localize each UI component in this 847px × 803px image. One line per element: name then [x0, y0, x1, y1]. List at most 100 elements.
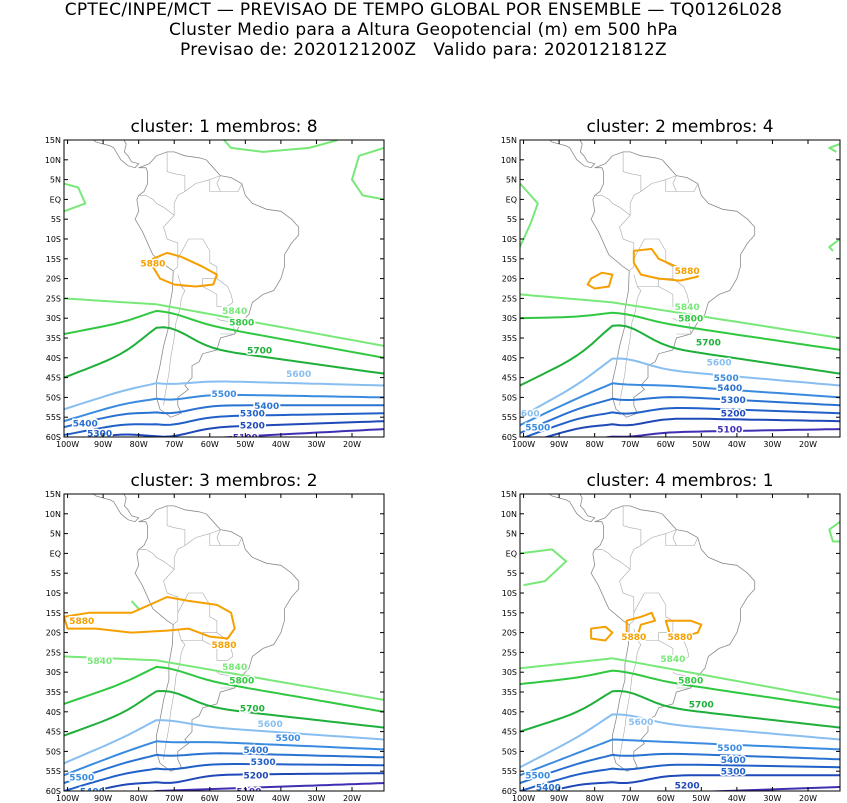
geopotential-contour — [520, 324, 840, 387]
contour-label: 5300 — [721, 768, 746, 778]
geopotential-contour — [542, 417, 840, 437]
latitude-tick-label: 5S — [507, 215, 517, 224]
longitude-tick-label: 20W — [799, 794, 817, 803]
latitude-tick-label: 10S — [502, 589, 517, 598]
contour-label: 5100 — [717, 426, 742, 436]
figure-header: CPTEC/INPE/MCT — PREVISAO DE TEMPO GLOBA… — [0, 0, 847, 60]
latitude-tick-label: 5N — [50, 530, 61, 539]
cluster-map-panel: cluster: 3 membros: 2 5880 5880 5840 5840 580… — [45, 471, 385, 803]
map-frame — [519, 493, 841, 792]
latitude-tick-label: 20S — [502, 275, 517, 284]
country-border — [163, 529, 221, 625]
contour-label: 5400 — [536, 784, 561, 794]
contour-label: 5600 — [286, 370, 311, 380]
country-border — [658, 278, 690, 307]
figure-subtitle: Cluster Medio para a Altura Geopotencial… — [168, 20, 679, 40]
map-frame — [63, 493, 385, 792]
longitude-tick-label: 70W — [621, 794, 639, 803]
contour-label: 5880 — [621, 633, 646, 643]
latitude-tick-label: 25S — [46, 294, 61, 303]
country-border — [138, 549, 175, 570]
geopotential-contour — [520, 657, 840, 701]
contour-label: 5880 — [675, 267, 700, 277]
latitude-tick-label: 25S — [502, 648, 517, 657]
map-frame — [63, 139, 385, 438]
contour-label: 5880 — [140, 259, 165, 269]
longitude-tick-label: 40W — [272, 440, 290, 449]
geopotential-contour — [351, 146, 384, 201]
contour-label: 5700 — [240, 704, 265, 714]
longitude-tick-label: 100W — [56, 794, 79, 803]
longitude-tick-label: 80W — [586, 794, 604, 803]
longitude-tick-label: 50W — [692, 440, 710, 449]
longitude-tick-label: 40W — [272, 794, 290, 803]
latitude-tick-label: 20S — [46, 275, 61, 284]
longitude-tick-label: 20W — [343, 794, 361, 803]
latitude-tick-label: 40S — [502, 354, 517, 363]
latitude-tick-label: 10N — [501, 510, 517, 519]
contour-label: 5840 — [222, 663, 247, 673]
latitude-tick-label: 30S — [46, 668, 61, 677]
latitude-tick-label: 45S — [502, 374, 517, 383]
latitude-tick-label: 15S — [502, 255, 517, 264]
latitude-tick-label: 55S — [46, 413, 61, 422]
geopotential-contour — [520, 738, 840, 777]
latitude-tick-label: 55S — [502, 767, 517, 776]
latitude-tick-label: 10S — [46, 235, 61, 244]
geopotential-contour — [828, 520, 840, 543]
contour-label: 5400 — [243, 746, 268, 756]
latitude-tick-label: 25S — [502, 294, 517, 303]
contour-label: 5800 — [678, 677, 703, 687]
contour-label: 5200 — [243, 772, 268, 782]
contour-label: 5800 — [229, 319, 254, 329]
longitude-tick-label: 30W — [307, 794, 325, 803]
contour-label: 5200 — [240, 422, 265, 432]
longitude-tick-label: 20W — [343, 440, 361, 449]
contour-label: 5800 — [229, 677, 254, 687]
country-border — [177, 592, 218, 641]
cluster-map-panel: cluster: 1 membros: 8 5880 5840 5800 5700 560… — [45, 117, 385, 449]
geopotential-contour — [520, 690, 840, 733]
latitude-tick-label: 40S — [46, 708, 61, 717]
country-border — [665, 533, 699, 546]
longitude-tick-label: 40W — [728, 794, 746, 803]
geopotential-contour — [64, 763, 384, 791]
geopotential-contour — [64, 380, 384, 411]
contour-label: 5300 — [87, 430, 112, 440]
geopotential-contour — [520, 548, 568, 587]
country-border — [672, 529, 677, 546]
latitude-tick-label: 10N — [501, 156, 517, 165]
latitude-tick-label: 20S — [46, 629, 61, 638]
country-border — [665, 179, 699, 192]
longitude-tick-label: 70W — [165, 794, 183, 803]
geopotential-contour — [64, 297, 384, 347]
latitude-tick-label: 40S — [502, 708, 517, 717]
country-border — [216, 317, 236, 335]
contour-label: 5800 — [678, 315, 703, 325]
contour-label: 5880 — [69, 617, 94, 627]
country-border — [163, 640, 186, 760]
longitude-tick-label: 80W — [586, 440, 604, 449]
longitude-tick-label: 30W — [763, 440, 781, 449]
geopotential-contour — [520, 396, 840, 434]
latitude-tick-label: 5S — [507, 569, 517, 578]
latitude-tick-label: 30S — [502, 668, 517, 677]
latitude-tick-label: 15N — [501, 136, 517, 145]
country-border — [166, 151, 186, 192]
latitude-tick-label: 5S — [51, 215, 61, 224]
latitude-tick-label: 60S — [502, 433, 517, 442]
contour-label: 5500 — [275, 734, 300, 744]
country-border — [658, 632, 690, 661]
longitude-tick-label: 20W — [799, 440, 817, 449]
latitude-tick-label: 50S — [502, 747, 517, 756]
cluster-map-panel: cluster: 4 membros: 1 5880 5880 5840 5800 570… — [501, 471, 841, 803]
longitude-tick-label: 80W — [130, 440, 148, 449]
contour-label: 5500 — [69, 774, 94, 784]
figure-title: CPTEC/INPE/MCT — PREVISAO DE TEMPO GLOBA… — [64, 0, 783, 20]
longitude-tick-label: 100W — [512, 794, 535, 803]
geopotential-contour — [64, 326, 384, 379]
contour-label: 5600 — [628, 718, 653, 728]
latitude-tick-label: 30S — [502, 314, 517, 323]
geopotential-contour — [520, 311, 840, 351]
longitude-tick-label: 60W — [657, 794, 675, 803]
